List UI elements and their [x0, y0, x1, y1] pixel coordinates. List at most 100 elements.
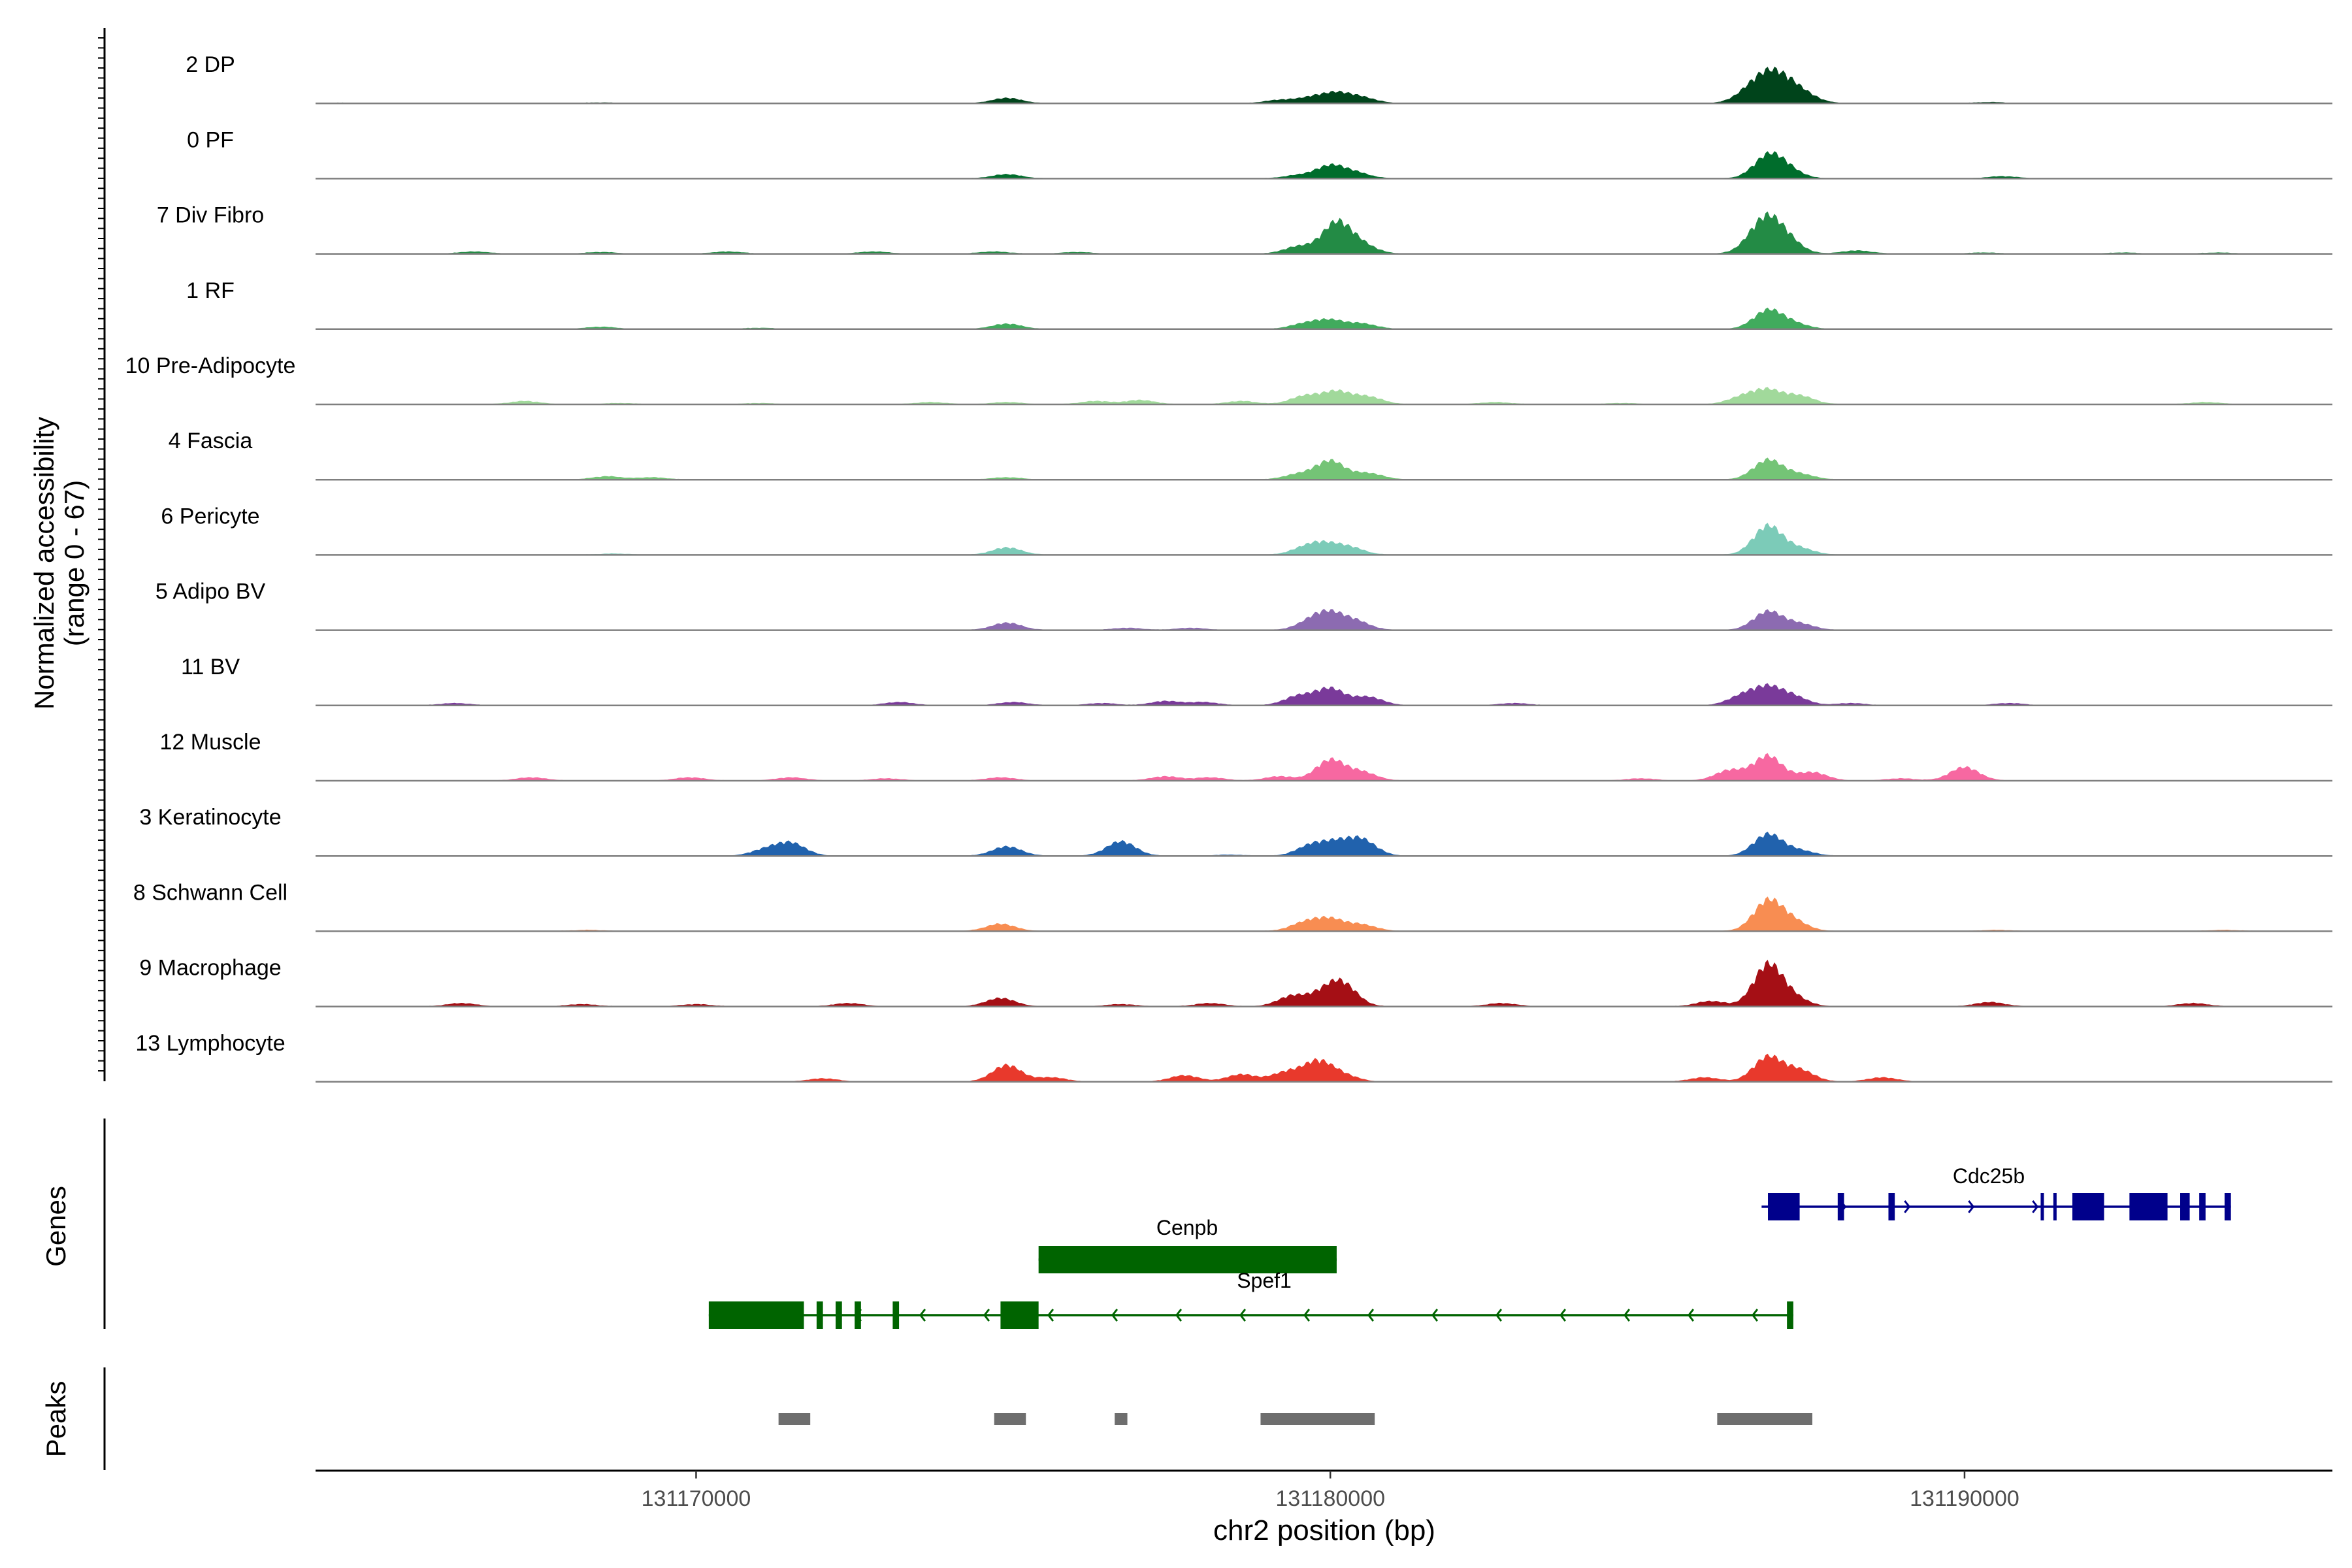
gene-label: Spef1 [1237, 1269, 1292, 1292]
strand-arrow [1431, 1309, 1439, 1322]
gene-exon [855, 1301, 861, 1329]
x-tick-label: 131180000 [1275, 1486, 1385, 1511]
track-label: 13 Lymphocyte [135, 1031, 285, 1056]
coverage-area [316, 211, 2332, 254]
peak-region [1260, 1413, 1375, 1425]
x-axis-label: chr2 position (bp) [1213, 1514, 1435, 1546]
gene-cdc25b: Cdc25b [1761, 1164, 2231, 1220]
strand-arrow [1751, 1309, 1759, 1322]
gene-label: Cdc25b [1953, 1164, 2025, 1188]
coverage-area [316, 67, 2332, 104]
gene-exon [1787, 1301, 1793, 1329]
gene-exon [816, 1301, 823, 1329]
track-12-muscle: 12 Muscle [160, 730, 2332, 782]
track-1-rf: 1 RF [186, 278, 2332, 331]
strand-arrow [1904, 1200, 1911, 1213]
track-label: 5 Adipo BV [155, 580, 266, 604]
gene-exon [892, 1301, 900, 1329]
track-5-adipo-bv: 5 Adipo BV [155, 580, 2332, 631]
track-13-lymphocyte: 13 Lymphocyte [135, 1031, 2332, 1083]
gene-exon [1888, 1193, 1895, 1220]
coverage-area [316, 608, 2332, 630]
track-label: 6 Pericyte [161, 504, 259, 529]
strand-arrow [919, 1309, 926, 1322]
coverage-area [316, 683, 2332, 706]
track-11-bv: 11 BV [181, 655, 2332, 707]
track-label: 9 Macrophage [139, 956, 281, 981]
gene-exon [836, 1301, 842, 1329]
track-8-schwann-cell: 8 Schwann Cell [133, 880, 2332, 932]
x-tick-label: 131190000 [1910, 1486, 2019, 1511]
gene-exon [708, 1301, 804, 1329]
gene-exon [2224, 1193, 2231, 1220]
gene-exon [2129, 1193, 2168, 1220]
peak-regions [103, 1367, 1812, 1470]
gene-cenpb: Cenpb [1038, 1216, 1337, 1273]
track-label: 11 BV [181, 655, 240, 679]
track-label: 3 Keratinocyte [139, 805, 281, 830]
track-3-keratinocyte: 3 Keratinocyte [139, 805, 2332, 857]
coverage-area [316, 960, 2332, 1007]
strand-arrow [1687, 1309, 1695, 1322]
track-label: 12 Muscle [160, 730, 261, 755]
strand-arrow [1303, 1309, 1311, 1322]
gene-exon [1837, 1193, 1844, 1220]
peak-region [994, 1413, 1026, 1425]
coverage-area [316, 307, 2332, 329]
strand-arrow [1559, 1309, 1567, 1322]
y-axis-label: Normalized accessibility [29, 417, 59, 710]
strand-arrow [1367, 1309, 1375, 1322]
coverage-area [316, 387, 2332, 404]
track-label: 0 PF [187, 127, 234, 152]
track-label: 4 Fascia [169, 429, 253, 453]
strand-arrow [1623, 1309, 1631, 1322]
gene-annotations: Cdc25b Cenpb Spef1 [103, 1119, 2231, 1329]
coverage-area [316, 753, 2332, 781]
strand-arrow [983, 1309, 990, 1322]
gene-exon [1768, 1193, 1800, 1220]
coverage-area [316, 896, 2332, 932]
coverage-area [316, 1053, 2332, 1082]
coverage-area [316, 457, 2332, 480]
peak-region [1717, 1413, 1812, 1425]
coverage-tracks: 2 DP 0 PF 7 Div Fibro 1 RF 10 Pre-Adipocyte 4… [125, 52, 2332, 1083]
track-7-div-fibro: 7 Div Fibro [157, 203, 2332, 255]
peak-region [778, 1413, 811, 1425]
strand-arrow [1111, 1309, 1119, 1322]
strand-arrow [1968, 1200, 1975, 1213]
track-0-pf: 0 PF [187, 127, 2332, 180]
strand-arrow [1239, 1309, 1247, 1322]
track-6-pericyte: 6 Pericyte [161, 504, 2332, 556]
strand-arrow [1495, 1309, 1503, 1322]
track-10-pre-adipocyte: 10 Pre-Adipocyte [125, 353, 2332, 406]
gene-exon [1038, 1246, 1337, 1273]
track-label: 2 DP [186, 52, 235, 77]
coverage-area [316, 832, 2332, 857]
gene-exon [2199, 1193, 2206, 1220]
peak-region [1115, 1413, 1128, 1425]
gene-exon [2180, 1193, 2190, 1220]
track-label: 10 Pre-Adipocyte [125, 353, 296, 378]
coverage-area [316, 151, 2332, 179]
gene-exon [2072, 1193, 2104, 1220]
gene-exon [1000, 1301, 1039, 1329]
strand-arrow [2032, 1200, 2039, 1213]
genes-label: Genes [41, 1186, 71, 1267]
gene-exon [2040, 1193, 2044, 1220]
track-9-macrophage: 9 Macrophage [139, 956, 2332, 1007]
y-axis [98, 28, 106, 1081]
coverage-area [316, 523, 2332, 555]
peaks-label: Peaks [41, 1381, 71, 1458]
track-4-fascia: 4 Fascia [169, 429, 2332, 481]
track-label: 1 RF [186, 278, 235, 303]
strand-arrow [1047, 1309, 1054, 1322]
x-axis: 131170000 131180000 131190000 [316, 1469, 2332, 1511]
y-axis-range-label: (range 0 - 67) [59, 480, 90, 646]
x-tick-label: 131170000 [642, 1486, 751, 1511]
track-2-dp: 2 DP [186, 52, 2332, 105]
gene-label: Cenpb [1156, 1216, 1218, 1239]
track-label: 8 Schwann Cell [133, 880, 287, 905]
strand-arrow [1175, 1309, 1183, 1322]
gene-spef1: Spef1 [708, 1269, 1793, 1329]
